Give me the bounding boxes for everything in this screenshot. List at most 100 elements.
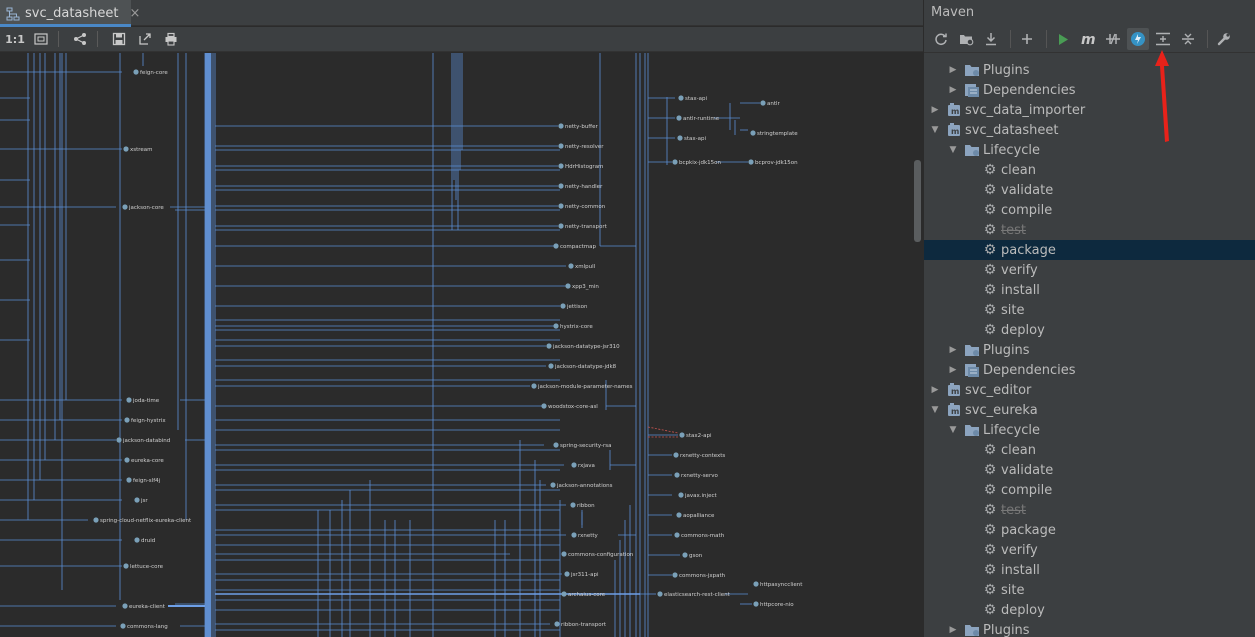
tree-item-svc-datasheet[interactable]: ▼ m svc_datasheet <box>924 120 1255 140</box>
tree-item-dependencies[interactable]: ▶ Dependencies <box>924 80 1255 100</box>
chevron-right-icon[interactable]: ▶ <box>949 85 957 95</box>
actual-size-button[interactable]: 1:1 <box>5 32 25 46</box>
chevron-right-icon[interactable]: ▶ <box>931 105 939 115</box>
tree-item-verify[interactable]: ⚙ verify <box>924 260 1255 280</box>
dependency-node[interactable]: javax.inject <box>678 492 717 499</box>
dependency-node[interactable]: rxnetty <box>571 532 599 539</box>
dependency-node[interactable]: bcpkix-jdk15on <box>672 159 722 166</box>
dependency-node[interactable]: commons-configuration <box>561 551 634 558</box>
add-project-button[interactable] <box>1016 28 1038 50</box>
dependency-node[interactable]: jsr311-api <box>564 571 599 578</box>
dependency-node[interactable]: antlr <box>760 100 781 107</box>
dependency-node[interactable]: spring-cloud-netflix-eureka-client <box>93 517 192 524</box>
tree-item-verify[interactable]: ⚙ verify <box>924 540 1255 560</box>
dependency-node[interactable]: xmlpull <box>568 263 596 270</box>
chevron-right-icon[interactable]: ▶ <box>949 345 957 355</box>
dependency-node[interactable]: commons-lang <box>120 623 168 630</box>
chevron-right-icon[interactable]: ▶ <box>949 625 957 635</box>
chevron-right-icon[interactable]: ▶ <box>949 365 957 375</box>
dependency-node[interactable]: elasticsearch-rest-client <box>657 591 731 598</box>
dependency-node[interactable]: compactmap <box>553 243 597 250</box>
dependency-node[interactable]: feign-slf4j <box>126 477 161 484</box>
save-diagram-button[interactable] <box>108 29 130 49</box>
tree-item-plugins[interactable]: ▶ Plugins <box>924 60 1255 80</box>
dependency-node[interactable]: jsr <box>134 497 148 504</box>
tree-item-lifecycle[interactable]: ▼ Lifecycle <box>924 140 1255 160</box>
dependency-node[interactable]: joda-time <box>126 397 160 404</box>
toggle-offline-button[interactable] <box>1102 28 1124 50</box>
tree-item-deploy[interactable]: ⚙ deploy <box>924 600 1255 620</box>
tab-svc-datasheet[interactable]: svc_datasheet × <box>0 0 140 27</box>
chevron-down-icon[interactable]: ▼ <box>949 425 957 435</box>
maven-projects-tree[interactable]: ▶ Plugins ▶ Dependencies ▶ m svc_data_importer… <box>924 59 1255 637</box>
chevron-right-icon[interactable]: ▶ <box>931 385 939 395</box>
tree-item-lifecycle[interactable]: ▼ Lifecycle <box>924 420 1255 440</box>
tree-item-site[interactable]: ⚙ site <box>924 580 1255 600</box>
dependency-node[interactable]: hystrix-core <box>553 323 593 330</box>
tree-item-validate[interactable]: ⚙ validate <box>924 180 1255 200</box>
tree-item-test[interactable]: ⚙ test <box>924 220 1255 240</box>
chevron-down-icon[interactable]: ▼ <box>931 125 939 135</box>
fit-content-button[interactable] <box>30 29 52 49</box>
tree-item-install[interactable]: ⚙ install <box>924 280 1255 300</box>
chevron-down-icon[interactable]: ▼ <box>931 405 939 415</box>
run-button[interactable] <box>1052 28 1074 50</box>
dependency-node[interactable]: xstream <box>123 146 153 153</box>
dependency-node[interactable]: aopalliance <box>676 512 715 519</box>
dependency-node[interactable]: jackson-annotations <box>550 482 613 489</box>
dependency-node[interactable]: stringtemplate <box>750 130 798 137</box>
dependency-node[interactable]: stax-api <box>677 135 706 142</box>
dependency-node[interactable]: netty-common <box>558 203 606 210</box>
tree-item-plugins[interactable]: ▶ Plugins <box>924 340 1255 360</box>
dependency-node[interactable]: lettuce-core <box>123 563 164 570</box>
dependency-node[interactable]: netty-resolver <box>558 143 604 150</box>
tree-item-test[interactable]: ⚙ test <box>924 500 1255 520</box>
dependency-node[interactable]: jackson-core <box>122 204 164 211</box>
dependency-node[interactable]: netty-buffer <box>558 123 598 130</box>
dependency-graph[interactable]: feign-core xstream jackson-core joda-time fe… <box>0 53 923 637</box>
dependency-node[interactable]: httpasyncclient <box>753 581 803 588</box>
dependency-node[interactable]: httpcore-nio <box>753 601 794 608</box>
dependency-node[interactable]: ribbon-transport <box>554 621 607 628</box>
download-sources-button[interactable] <box>980 28 1002 50</box>
tree-item-svc-data-importer[interactable]: ▶ m svc_data_importer <box>924 100 1255 120</box>
generate-sources-button[interactable] <box>955 28 977 50</box>
dependency-node[interactable]: rxjava <box>571 462 595 469</box>
tree-item-site[interactable]: ⚙ site <box>924 300 1255 320</box>
dependency-node[interactable]: ribbon <box>570 502 595 509</box>
settings-button[interactable] <box>1213 28 1235 50</box>
tree-item-clean[interactable]: ⚙ clean <box>924 160 1255 180</box>
skip-tests-button[interactable] <box>1127 28 1149 50</box>
dependency-node[interactable]: stax-api <box>678 95 707 102</box>
dependency-node[interactable]: antlr-runtime <box>676 115 720 122</box>
dependency-node[interactable]: druid <box>134 537 155 544</box>
dependency-node[interactable]: jackson-datatype-jsr310 <box>546 343 620 350</box>
tree-item-package[interactable]: ⚙ package <box>924 520 1255 540</box>
tree-item-package[interactable]: ⚙ package <box>924 240 1255 260</box>
tree-item-deploy[interactable]: ⚙ deploy <box>924 320 1255 340</box>
tree-item-compile[interactable]: ⚙ compile <box>924 200 1255 220</box>
dependency-node[interactable]: netty-transport <box>558 223 608 230</box>
tree-item-clean[interactable]: ⚙ clean <box>924 440 1255 460</box>
print-button[interactable] <box>160 29 182 49</box>
dependency-node[interactable]: netty-handler <box>558 183 603 190</box>
collapse-all-button[interactable] <box>1177 28 1199 50</box>
dependency-node[interactable]: xpp3_min <box>565 283 599 290</box>
dependency-node[interactable]: feign-hystrix <box>124 417 166 424</box>
layout-button[interactable] <box>69 29 91 49</box>
tree-item-validate[interactable]: ⚙ validate <box>924 460 1255 480</box>
dependency-node[interactable]: jackson-datatype-jdk8 <box>548 363 617 370</box>
dependency-node[interactable]: rxnetty-contexts <box>673 452 725 459</box>
dependency-node[interactable]: gson <box>682 552 703 559</box>
dependency-diagram-canvas[interactable]: feign-core xstream jackson-core joda-time fe… <box>0 53 923 637</box>
close-icon[interactable]: × <box>129 5 141 21</box>
dependency-node[interactable]: feign-core <box>133 69 168 76</box>
tree-item-dependencies[interactable]: ▶ Dependencies <box>924 360 1255 380</box>
dependency-node[interactable]: stax2-api <box>679 432 712 439</box>
tree-item-compile[interactable]: ⚙ compile <box>924 480 1255 500</box>
dependency-node[interactable]: commons-jxpath <box>672 572 726 579</box>
show-dependencies-button[interactable] <box>1152 28 1174 50</box>
dependency-node[interactable]: jettison <box>560 303 588 310</box>
dependency-node[interactable]: woodstox-core-asl <box>541 403 598 410</box>
tree-item-svc-editor[interactable]: ▶ m svc_editor <box>924 380 1255 400</box>
